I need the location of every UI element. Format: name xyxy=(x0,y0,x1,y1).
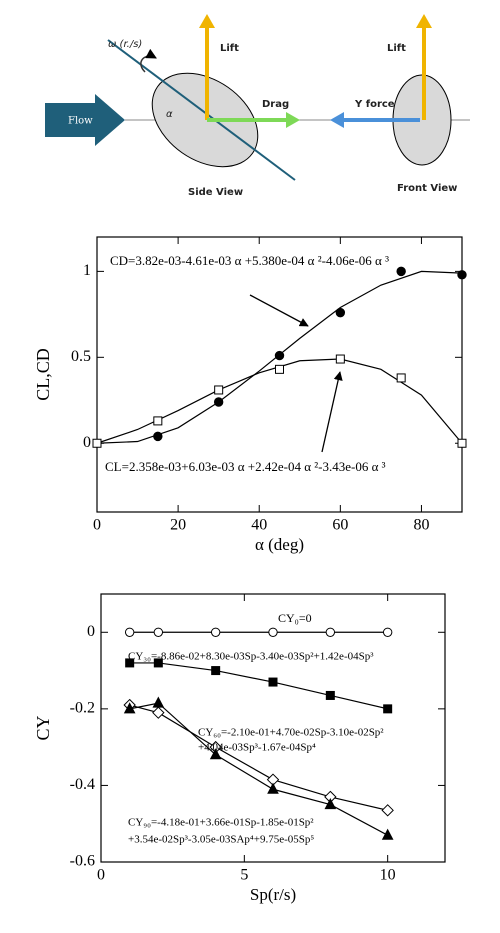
series-line xyxy=(129,662,388,710)
marker xyxy=(324,797,337,810)
annotation: +4.04e-03Sp³-1.67e-04Sp⁴ xyxy=(198,742,316,754)
pointer-arrow xyxy=(321,371,343,453)
drag-label: Drag xyxy=(262,99,289,110)
y-tick-label: -0.6 xyxy=(70,853,95,870)
marker xyxy=(124,627,135,637)
flow-label: Flow xyxy=(68,116,93,127)
marker xyxy=(153,627,164,637)
diagram: Flow ω (r./s) Lift Drag α Side View Lift… xyxy=(0,0,500,205)
marker xyxy=(268,627,278,637)
marker xyxy=(152,696,165,708)
lift-label-front: Lift xyxy=(387,43,406,54)
marker xyxy=(209,748,222,760)
marker xyxy=(381,804,394,817)
drag-head xyxy=(286,112,300,128)
marker xyxy=(210,627,221,637)
x-tick-label: 60 xyxy=(332,517,348,534)
marker xyxy=(396,373,406,383)
pointer-arrow xyxy=(249,294,309,327)
annotation: CY₃₀=-8.86e-02+8.30e-03Sp-3.40e-03Sp²+1.… xyxy=(128,651,374,663)
marker xyxy=(213,397,224,407)
y-tick-label: 0 xyxy=(83,434,91,451)
series-line xyxy=(129,702,388,836)
x-axis-label: α (deg) xyxy=(255,535,304,554)
marker xyxy=(267,782,279,794)
annotation: +3.54e-02Sp³-3.05e-03SAp⁴+9.75e-05Sp⁵ xyxy=(128,834,314,846)
marker xyxy=(152,706,165,719)
plot-frame xyxy=(96,236,463,513)
marker xyxy=(153,416,163,426)
annotation: CL=2.358e-03+6.03e-03 α +2.42e-04 α ²-3.… xyxy=(105,459,386,474)
alpha-label: α xyxy=(166,109,173,120)
x-tick-label: 80 xyxy=(413,517,429,534)
x-tick-label: 0 xyxy=(93,517,101,534)
marker xyxy=(457,438,467,448)
y-tick-label: 1 xyxy=(83,262,91,279)
front-view-label: Front View xyxy=(397,183,457,194)
annotation: CY₉₀=-4.18e-01+3.66e-01Sp-1.85e-01Sp² xyxy=(128,817,314,829)
side-view-label: Side View xyxy=(188,187,243,198)
marker xyxy=(214,385,224,395)
y-axis-label: CL,CD xyxy=(33,348,53,401)
x-tick-label: 40 xyxy=(251,517,267,534)
marker xyxy=(268,677,278,687)
marker xyxy=(153,658,163,668)
x-tick-label: 0 xyxy=(97,867,105,884)
marker xyxy=(274,350,285,361)
marker xyxy=(125,658,135,668)
marker xyxy=(153,431,163,442)
y-tick-label: 0 xyxy=(87,623,95,640)
plot-frame xyxy=(100,593,446,863)
marker xyxy=(211,666,221,676)
annotation: CY₀=0 xyxy=(278,611,312,625)
x-axis-label: Sp(r/s) xyxy=(250,885,296,904)
y-axis-label: CY xyxy=(33,715,53,740)
marker xyxy=(335,307,346,318)
marker xyxy=(325,690,335,700)
marker xyxy=(383,704,393,714)
spin-axis xyxy=(107,39,296,181)
yforce-label: Y force xyxy=(354,99,395,110)
annotation: CY₆₀=-2.10e-01+4.70e-02Sp-3.10e-02Sp² xyxy=(198,727,384,739)
marker xyxy=(325,627,336,637)
y-tick-label: -0.2 xyxy=(70,700,95,717)
marker xyxy=(92,438,102,448)
x-tick-label: 20 xyxy=(170,517,186,534)
marker xyxy=(275,364,284,374)
lift-head-front xyxy=(416,14,432,28)
y-tick-label: -0.4 xyxy=(70,776,95,793)
yforce-head xyxy=(330,112,344,128)
marker xyxy=(382,627,393,637)
y-tick-label: 0.5 xyxy=(71,348,91,365)
marker xyxy=(381,828,394,840)
marker xyxy=(457,270,467,280)
x-tick-label: 5 xyxy=(240,867,248,884)
lift-label: Lift xyxy=(220,43,239,54)
flow-arrow xyxy=(45,94,125,146)
lift-head xyxy=(199,14,215,28)
marker xyxy=(335,354,345,364)
omega-label: ω (r./s) xyxy=(108,39,142,50)
x-tick-label: 10 xyxy=(380,867,396,884)
series-line xyxy=(129,704,388,811)
marker xyxy=(123,702,136,714)
annotation: CD=3.82e-03-4.61e-03 α +5.380e-04 α ²-4.… xyxy=(110,253,389,268)
marker xyxy=(396,266,406,277)
spin-arrow xyxy=(140,48,157,73)
